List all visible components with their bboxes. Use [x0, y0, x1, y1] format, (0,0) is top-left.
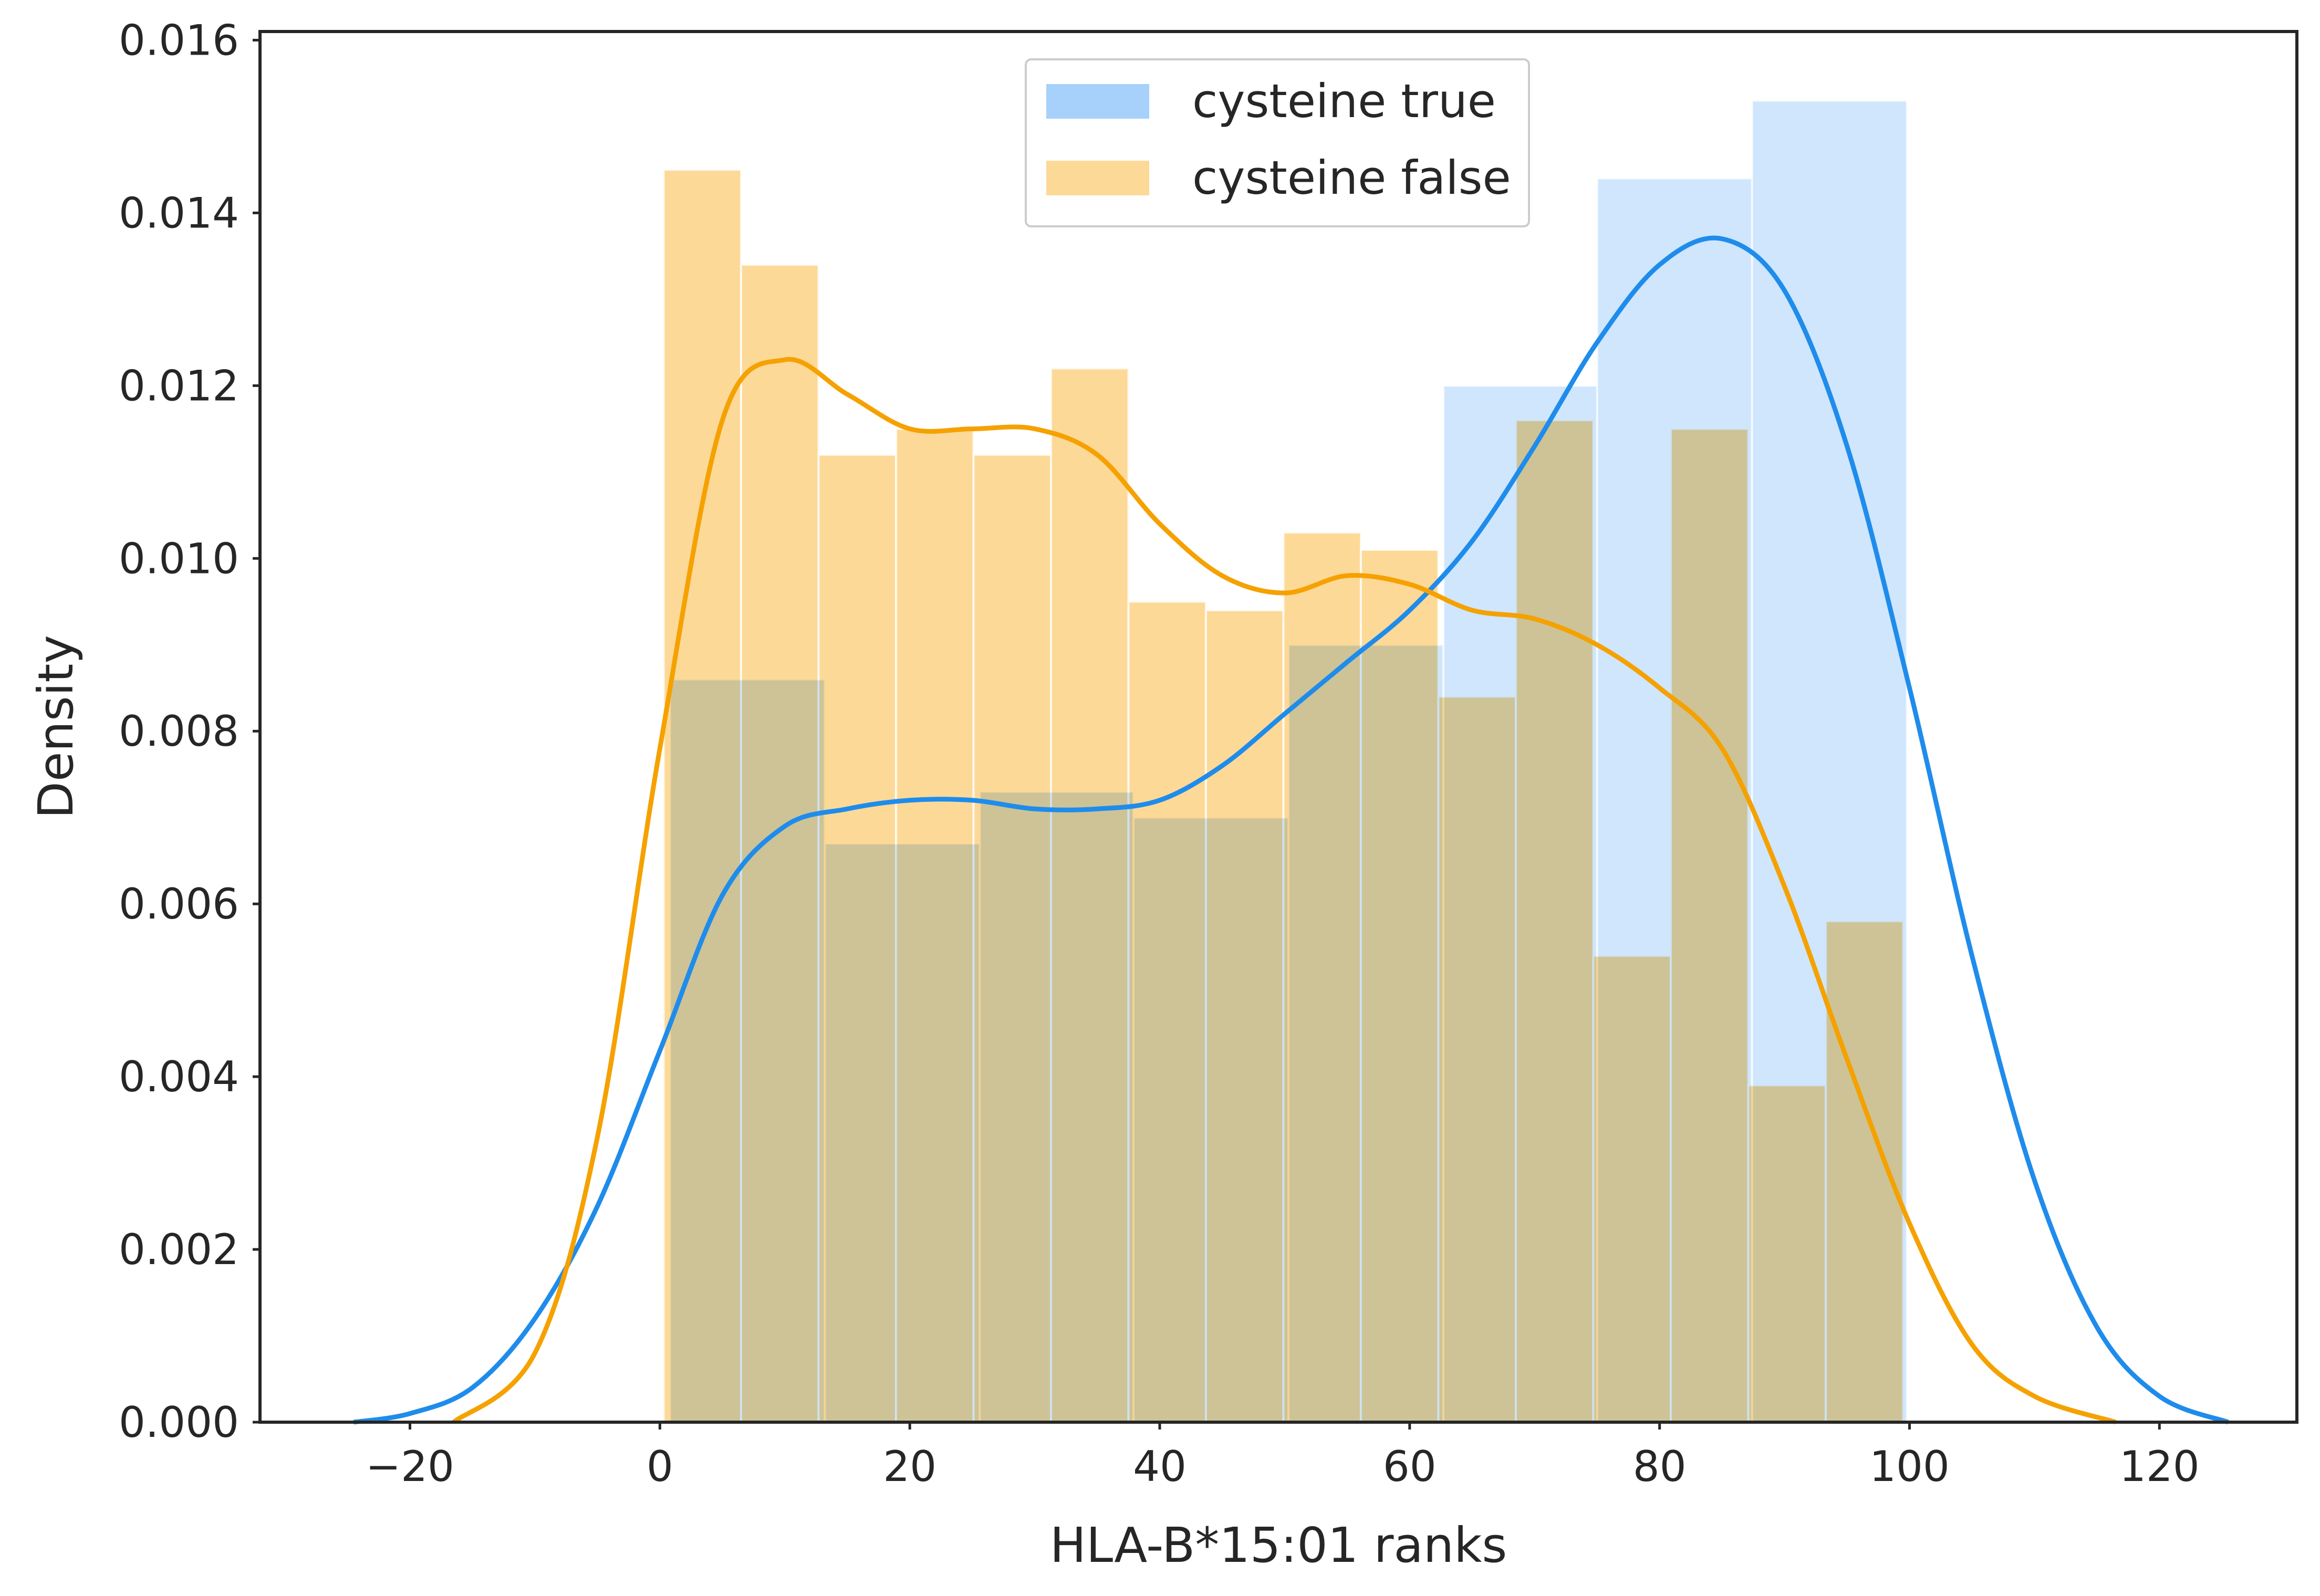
y-axis-title: Density: [28, 635, 84, 819]
x-tick-label: −20: [366, 1442, 454, 1491]
legend-box: [1025, 58, 1530, 227]
y-tick-label: 0.008: [119, 707, 239, 756]
legend: cysteine true cysteine false: [1025, 58, 1530, 227]
y-tick-label: 0.010: [119, 534, 239, 583]
x-tick-label: 60: [1383, 1442, 1437, 1491]
y-tick-label: 0.002: [119, 1225, 239, 1274]
x-tick-label: 80: [1633, 1442, 1687, 1491]
kde-line-cysteine-false: [452, 357, 2117, 1425]
histogram-bar-cysteine-true-4: [1287, 643, 1445, 1423]
y-axis-ticks: 0.000 0.002 0.004 0.006 0.008 0.010 0.012 0.014…: [119, 16, 260, 1447]
histogram-bar-cysteine-true-3: [1132, 816, 1290, 1423]
x-tick-label: 20: [883, 1442, 937, 1491]
histogram-bar-cysteine-true-7: [1751, 99, 1908, 1423]
y-tick-label: 0.016: [119, 16, 239, 65]
y-tick-label: 0.004: [119, 1052, 239, 1101]
y-tick-label: 0.000: [119, 1398, 239, 1447]
series-cysteine-true-histogram: [669, 99, 1908, 1423]
y-tick-label: 0.014: [119, 189, 239, 237]
legend-swatch-cysteine-false: [1046, 161, 1149, 195]
x-axis-ticks: −20 0 20 40 60 80 100 120: [366, 1422, 2200, 1491]
plot-frame: [258, 30, 2298, 1424]
legend-label-cysteine-false: cysteine false: [1192, 151, 1511, 205]
histogram-bar-cysteine-true-0: [669, 678, 826, 1423]
y-tick-label: 0.012: [119, 361, 239, 410]
x-tick-label: 120: [2119, 1442, 2200, 1491]
histogram-bar-cysteine-true-1: [824, 842, 981, 1423]
kde-line-cysteine-true: [353, 235, 2229, 1425]
x-axis-title: HLA-B*15:01 ranks: [1050, 1517, 1507, 1573]
y-axis-title-group: Density: [28, 635, 84, 819]
histogram-bar-cysteine-true-2: [979, 790, 1135, 1423]
y-tick-label: 0.006: [119, 880, 239, 929]
legend-label-cysteine-true: cysteine true: [1192, 74, 1496, 128]
x-tick-label: 0: [647, 1442, 673, 1491]
histogram-bar-cysteine-true-6: [1596, 177, 1753, 1423]
kde-lines: [353, 235, 2229, 1425]
histogram-bar-cysteine-true-5: [1442, 384, 1598, 1423]
x-tick-label: 40: [1133, 1442, 1187, 1491]
legend-swatch-cysteine-true: [1046, 84, 1149, 119]
x-tick-label: 100: [1869, 1442, 1950, 1491]
